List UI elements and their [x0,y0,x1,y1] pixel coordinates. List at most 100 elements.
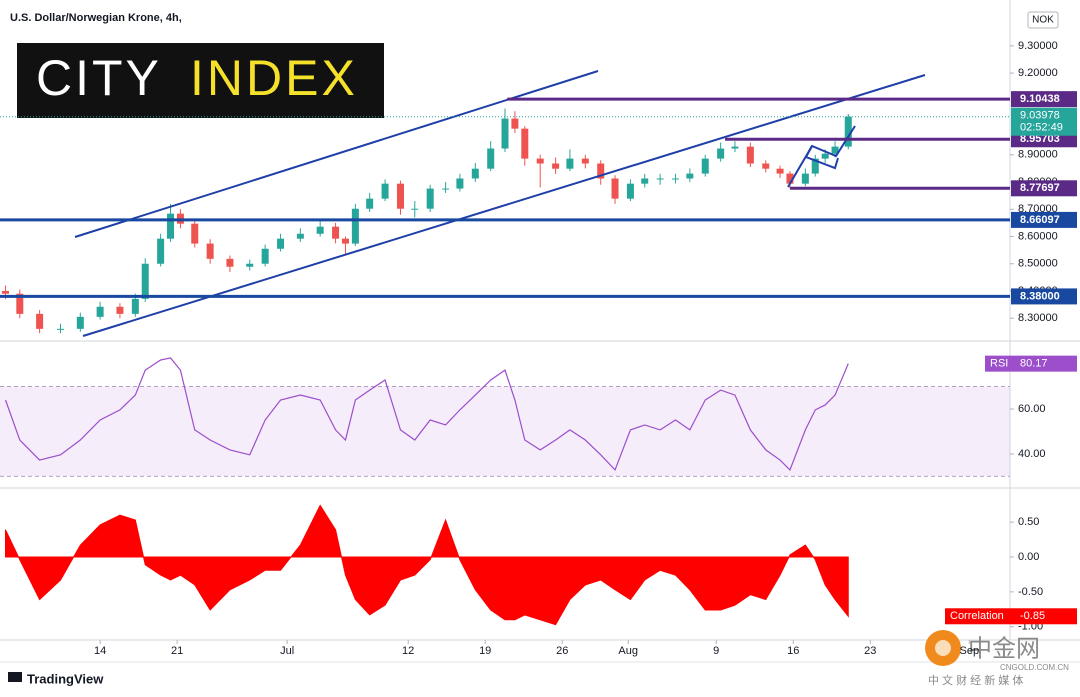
candle-body [801,173,809,184]
watermark: 中金网 [968,635,1040,662]
candle-body [167,213,175,239]
y-tick-label: -0.50 [1018,586,1043,598]
candle-body [296,233,304,239]
y-tick-label: 9.30000 [1018,40,1058,52]
candle-body [536,158,544,164]
candle-body [786,173,794,184]
level-label: 8.66097 [1020,214,1060,226]
candle-body [456,178,464,189]
candle-body [341,238,349,244]
level-label: 9.10438 [1020,93,1060,105]
y-tick-label: 8.90000 [1018,149,1058,161]
candle-body [36,313,44,329]
candle-body [701,158,709,174]
y-tick-label: 60.00 [1018,403,1046,415]
candle-body [686,173,694,179]
correlation-area [5,504,849,626]
candle-body [116,306,124,314]
currency[interactable]: NOK [1032,15,1054,26]
last-price-box [1011,107,1077,136]
y-tick-label: 8.50000 [1018,258,1058,270]
candle-body [57,328,65,330]
x-tick-label: 16 [787,645,799,657]
level-label: 8.77697 [1020,182,1060,194]
logo-right: INDEX [190,50,358,106]
candle-body [157,238,165,264]
chart-title: U.S. Dollar/Norwegian Krone, 4h, [10,12,182,24]
candle-body [2,290,10,294]
candle-body [246,263,254,267]
candle-body [487,148,495,169]
footer-logo [8,672,22,682]
indicator-name: Correlation [950,610,1004,622]
candle-body [191,223,199,244]
candle-body [844,116,852,147]
watermark-tagline: 中 文 财 经 新 媒 体 [928,673,1023,687]
x-tick-label: Jul [280,645,294,657]
candle-body [566,158,574,169]
candle-body [831,146,839,154]
level-label: 8.38000 [1020,290,1060,302]
candle-body [511,118,519,129]
candle-body [226,258,234,267]
indicator-value: 80.17 [1020,358,1048,370]
candle-body [471,168,479,179]
x-tick-label: Sep [960,645,980,657]
rsi-band [0,386,1010,477]
candle-body [821,153,829,159]
candle-body [316,226,324,234]
channel-lower [82,74,926,337]
candle-body [552,163,560,169]
candle-body [581,158,589,164]
candle-body [277,238,285,249]
currency-box[interactable] [1027,11,1059,29]
x-tick-label: 23 [864,645,876,657]
x-tick-label: 12 [402,645,414,657]
x-tick-label: 9 [713,645,719,657]
candle-body [731,146,739,149]
level-label-box [1011,91,1077,108]
x-tick-label: Aug [618,645,638,657]
candle-body [381,183,389,199]
y-tick-label: 0.50 [1018,516,1039,528]
flag-lower [804,145,839,170]
y-tick-label: 8.60000 [1018,230,1058,242]
y-tick-label: 0.00 [1018,551,1039,563]
candle-body [501,118,509,149]
candle-body [776,168,784,174]
x-tick-label: 19 [479,645,491,657]
logo-box [17,43,384,118]
candle-body [332,226,340,239]
x-tick-label: 21 [171,645,183,657]
indicator-value: -0.85 [1020,610,1045,622]
level-label: 8.95703 [1020,133,1060,145]
x-tick-label: 26 [556,645,568,657]
logo-left: CITY [36,50,162,106]
candle-body [76,316,84,329]
candle-body [611,178,619,199]
candle-body [366,198,374,209]
candle-body [746,146,754,164]
candle-body [206,243,214,259]
indicator-label-box [985,355,1077,372]
candle-body [811,158,819,174]
footer[interactable]: TradingView [27,671,104,686]
candle-body [656,178,664,180]
level-label-box [1011,211,1077,228]
candle-body [131,298,139,314]
candle-body [411,208,419,210]
candle-body [351,208,359,244]
candle-body [442,188,450,190]
candle-body [96,306,104,317]
level-label-box [1011,180,1077,197]
y-tick-label: 8.30000 [1018,312,1058,324]
candle-body [762,163,770,169]
candle-body [141,263,149,299]
candle-body [717,148,725,159]
candle-body [426,188,434,209]
candle-body [672,178,680,180]
last-price-label: 9.03978 [1020,110,1060,122]
candle-body [396,183,404,209]
candle-body [521,128,529,159]
